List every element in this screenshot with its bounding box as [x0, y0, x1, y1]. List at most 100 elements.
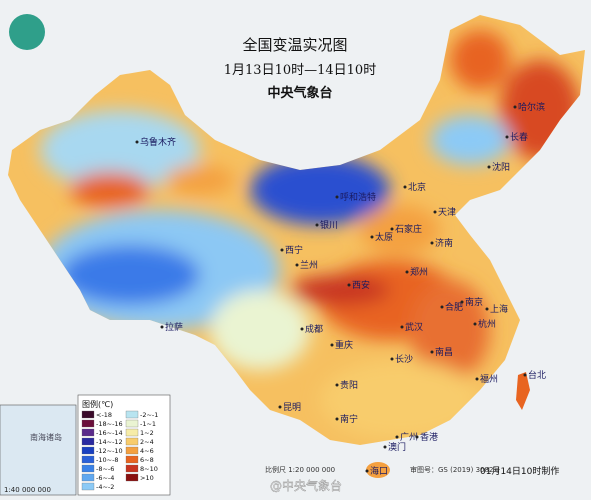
city-label: 长春 [510, 131, 528, 143]
city-dot [460, 300, 464, 304]
city-label: 成都 [305, 323, 323, 335]
city-label: 香港 [420, 431, 438, 443]
city-dot [295, 263, 299, 267]
city-dot [315, 223, 319, 227]
city-dot [160, 325, 164, 329]
legend-label: -16~-14 [96, 429, 123, 437]
city-dot [400, 325, 404, 329]
city-label: 北京 [408, 181, 426, 193]
legend-label: -12~-10 [96, 447, 123, 455]
city-label: 南昌 [435, 346, 453, 358]
city-label: 西宁 [285, 244, 303, 256]
city-dot [280, 248, 284, 252]
city-dot [390, 357, 394, 361]
inset-map [0, 404, 77, 496]
city-dot [395, 435, 399, 439]
city-dot [487, 165, 491, 169]
city-label: 南京 [465, 296, 483, 308]
city-label: 杭州 [478, 318, 496, 330]
legend-swatch [125, 437, 139, 446]
legend-swatch [81, 473, 95, 482]
city-label: 兰州 [300, 259, 318, 271]
legend-swatch [125, 419, 139, 428]
legend-swatch [81, 464, 95, 473]
city-dot [473, 322, 477, 326]
taiwan [516, 372, 530, 410]
city-dot [335, 383, 339, 387]
city-dot [505, 135, 509, 139]
scale: 比例尺 1:20 000 000 [265, 465, 335, 474]
city-label: 海口 [370, 465, 388, 477]
city-label: 合肥 [445, 301, 463, 313]
city-dot [403, 185, 407, 189]
city-dot [370, 235, 374, 239]
legend-swatch [81, 410, 95, 419]
legend-swatch [125, 410, 139, 419]
legend-label: -2~-1 [140, 411, 158, 419]
city-dot [335, 417, 339, 421]
city-label: 石家庄 [395, 223, 422, 235]
city-dot [485, 307, 489, 311]
made-time: 01月14日10时制作 [480, 465, 559, 477]
city-label: 拉萨 [165, 321, 183, 333]
city-dot [433, 210, 437, 214]
legend-label: 2~4 [140, 438, 154, 446]
logo [9, 14, 45, 50]
city-dot [347, 283, 351, 287]
legend-label: 8~10 [140, 465, 158, 473]
legend-label: -1~1 [140, 420, 156, 428]
city-label: 重庆 [335, 339, 353, 351]
watermark: @中央气象台 [270, 478, 342, 493]
city-dot [415, 435, 419, 439]
city-label: 郑州 [410, 266, 428, 278]
city-dot [335, 195, 339, 199]
city-dot [523, 373, 527, 377]
city-label: 长沙 [395, 353, 413, 365]
city-dot [390, 227, 394, 231]
city-label: 沈阳 [492, 161, 510, 173]
legend-label: -10~-8 [96, 456, 119, 464]
city-label: 贵阳 [340, 379, 358, 391]
city-dot [513, 105, 517, 109]
legend-label: >10 [140, 474, 154, 482]
legend-label: -14~-12 [96, 438, 123, 446]
legend-swatch [125, 428, 139, 437]
city-label: 上海 [490, 303, 508, 315]
city-label: 武汉 [405, 321, 423, 333]
city-dot [405, 270, 409, 274]
city-label: 南宁 [340, 413, 358, 425]
city-label: 昆明 [283, 402, 301, 413]
legend-label: -4~-2 [96, 483, 114, 491]
city-dot [430, 350, 434, 354]
city-label: 福州 [480, 373, 498, 385]
city-label: 澳门 [388, 441, 406, 453]
city-dot [475, 377, 479, 381]
city-dot [330, 343, 334, 347]
legend-label: 1~2 [140, 429, 154, 437]
legend-swatch [81, 419, 95, 428]
city-label: 台北 [528, 369, 546, 381]
inset-scale: 1:40 000 000 [4, 486, 51, 494]
legend-swatch [125, 455, 139, 464]
city-dot [383, 445, 387, 449]
title: 全国变温实况图 [242, 36, 347, 54]
city-dot [365, 469, 369, 473]
legend-swatch [81, 455, 95, 464]
city-dot [430, 241, 434, 245]
legend-swatch [81, 428, 95, 437]
legend-swatch [125, 446, 139, 455]
city-label: 呼和浩特 [340, 191, 376, 203]
city-dot [278, 405, 282, 409]
legend-label: -8~-6 [96, 465, 114, 473]
legend-label: -6~-4 [96, 474, 114, 482]
city-label: 天津 [438, 207, 456, 218]
legend-swatch [125, 464, 139, 473]
legend-label: 6~8 [140, 456, 154, 464]
city-label: 乌鲁木齐 [140, 136, 176, 148]
city-label: 广州 [400, 431, 418, 443]
city-dot [300, 327, 304, 331]
hainan [366, 462, 390, 478]
legend-swatch [81, 437, 95, 446]
approval: 审图号：GS (2019) 3082号 [410, 465, 500, 474]
